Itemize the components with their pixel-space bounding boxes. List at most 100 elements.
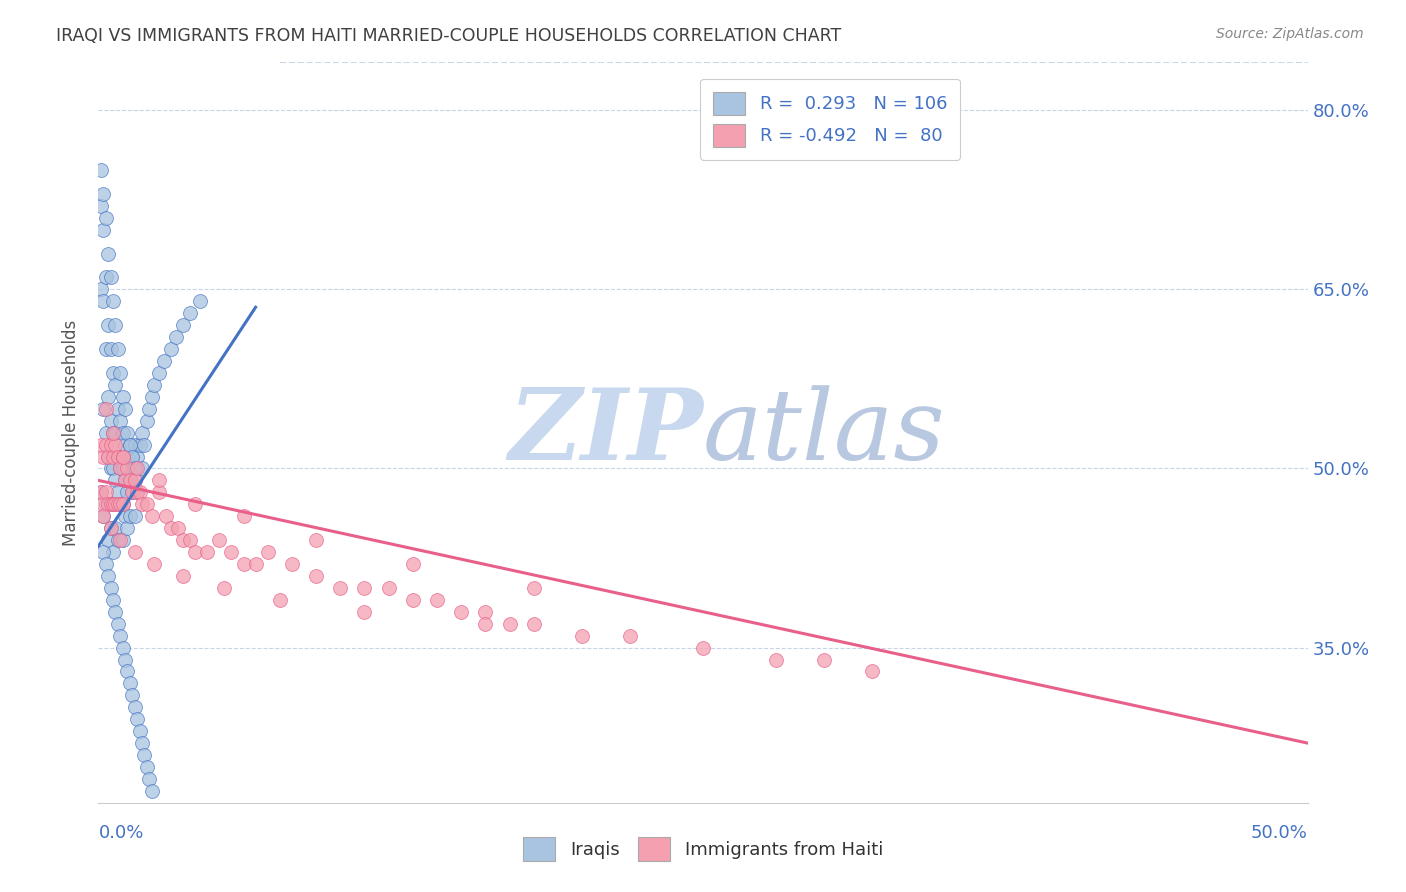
Point <box>100 437 122 451</box>
Point <box>114 652 136 666</box>
Legend: Iraqis, Immigrants from Haiti: Iraqis, Immigrants from Haiti <box>516 830 890 868</box>
Point <box>377 581 399 595</box>
Point <box>91 401 114 416</box>
Point <box>111 390 134 404</box>
Point <box>184 545 207 559</box>
Point <box>97 246 120 260</box>
Point <box>111 533 134 547</box>
Point <box>107 450 129 464</box>
Point <box>402 592 425 607</box>
Point <box>101 366 124 380</box>
Point <box>208 533 231 547</box>
Point <box>100 521 122 535</box>
Point <box>114 474 136 488</box>
Point <box>523 581 546 595</box>
Point <box>90 485 112 500</box>
Point <box>100 497 122 511</box>
Point <box>131 497 153 511</box>
Point <box>143 377 166 392</box>
Point <box>101 450 124 464</box>
Point <box>195 545 218 559</box>
Point <box>281 557 304 571</box>
Point <box>108 497 131 511</box>
Point <box>498 616 520 631</box>
Point <box>232 557 254 571</box>
Point <box>124 474 146 488</box>
Point <box>179 533 201 547</box>
Point <box>121 485 143 500</box>
Point <box>108 629 131 643</box>
Point <box>107 401 129 416</box>
Point <box>111 450 134 464</box>
Point <box>111 461 134 475</box>
Point <box>148 474 170 488</box>
Point <box>571 629 593 643</box>
Point <box>100 270 122 285</box>
Point <box>104 377 127 392</box>
Point <box>111 640 134 655</box>
Point <box>134 747 156 762</box>
Text: atlas: atlas <box>703 385 946 480</box>
Point <box>172 569 194 583</box>
Point <box>101 425 124 440</box>
Point <box>765 652 787 666</box>
Point <box>108 533 131 547</box>
Point <box>104 521 127 535</box>
Point <box>114 401 136 416</box>
Point <box>179 306 201 320</box>
Point <box>90 199 112 213</box>
Point <box>104 318 127 333</box>
Point <box>111 497 134 511</box>
Point <box>117 665 139 679</box>
Point <box>101 592 124 607</box>
Point <box>94 211 117 225</box>
Point <box>860 665 883 679</box>
Point <box>329 581 352 595</box>
Point <box>148 485 170 500</box>
Point <box>305 533 328 547</box>
Point <box>101 461 124 475</box>
Point <box>148 366 170 380</box>
Point <box>101 545 124 559</box>
Point <box>94 270 117 285</box>
Point <box>94 401 117 416</box>
Text: 0.0%: 0.0% <box>98 824 143 842</box>
Point <box>305 569 328 583</box>
Point <box>232 509 254 524</box>
Point <box>127 450 149 464</box>
Point <box>108 366 131 380</box>
Point <box>118 437 141 451</box>
Point <box>90 282 112 296</box>
Point <box>141 390 163 404</box>
Point <box>91 509 114 524</box>
Point <box>107 450 129 464</box>
Point <box>124 437 146 451</box>
Point <box>107 497 129 511</box>
Point <box>101 425 124 440</box>
Point <box>91 545 114 559</box>
Point <box>97 450 120 464</box>
Point <box>94 557 117 571</box>
Point <box>121 450 143 464</box>
Point <box>90 162 112 177</box>
Point <box>131 425 153 440</box>
Point <box>94 342 117 356</box>
Point <box>104 474 127 488</box>
Point <box>104 437 127 451</box>
Point <box>135 760 157 774</box>
Point <box>111 425 134 440</box>
Point <box>619 629 641 643</box>
Point <box>184 497 207 511</box>
Point <box>118 676 141 690</box>
Point <box>100 581 122 595</box>
Point <box>128 485 150 500</box>
Point <box>114 474 136 488</box>
Point <box>127 485 149 500</box>
Point <box>474 616 496 631</box>
Point <box>111 450 134 464</box>
Point <box>450 605 472 619</box>
Point <box>212 581 235 595</box>
Point <box>141 784 163 798</box>
Point <box>97 497 120 511</box>
Point <box>101 294 124 309</box>
